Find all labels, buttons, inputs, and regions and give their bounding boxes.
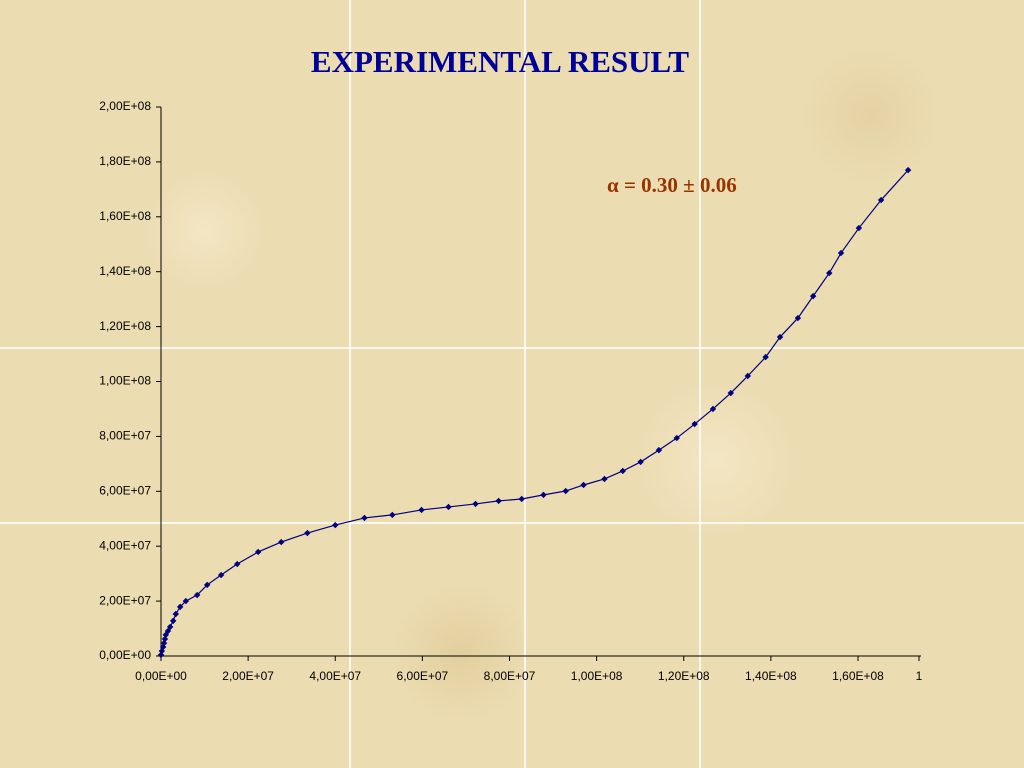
data-point bbox=[193, 591, 201, 599]
data-point bbox=[445, 503, 452, 511]
data-point bbox=[254, 548, 262, 556]
data-point bbox=[826, 269, 833, 277]
data-point bbox=[182, 597, 190, 605]
x-tick-label: 4,00E+07 bbox=[309, 669, 361, 683]
y-tick-label: 2,00E+08 bbox=[99, 99, 151, 113]
data-point bbox=[673, 434, 680, 442]
data-point bbox=[904, 166, 912, 174]
data-point bbox=[361, 514, 368, 522]
data-point bbox=[709, 405, 717, 413]
data-point bbox=[418, 506, 425, 514]
annotation: α = 0.30 ± 0.06 bbox=[607, 173, 737, 197]
data-point bbox=[172, 610, 180, 618]
data-point bbox=[762, 353, 769, 361]
data-point bbox=[304, 529, 311, 537]
x-tick-label: 0,00E+00 bbox=[135, 669, 187, 683]
y-tick-label: 1,80E+08 bbox=[99, 154, 151, 168]
y-tick-label: 1,20E+08 bbox=[99, 319, 151, 333]
y-tick-label: 2,00E+07 bbox=[99, 593, 151, 607]
data-point bbox=[472, 500, 479, 508]
data-line bbox=[160, 169, 909, 656]
data-point bbox=[837, 249, 845, 257]
data-point bbox=[157, 651, 165, 659]
data-point bbox=[161, 635, 169, 643]
y-tick-label: 8,00E+07 bbox=[99, 429, 151, 443]
x-tick-label: 1,60E+08 bbox=[832, 669, 884, 683]
data-point bbox=[495, 497, 502, 505]
data-point bbox=[794, 314, 802, 322]
x-tick-label: 1,40E+08 bbox=[745, 669, 797, 683]
x-tick-label: 1,00E+08 bbox=[571, 669, 623, 683]
data-point bbox=[332, 521, 339, 529]
y-tick-label: 4,00E+07 bbox=[99, 538, 151, 552]
data-point bbox=[176, 603, 184, 611]
y-tick-label: 1,60E+08 bbox=[99, 209, 151, 223]
chart-title: EXPERIMENTAL RESULT bbox=[311, 44, 689, 79]
data-point bbox=[601, 475, 608, 483]
data-point bbox=[637, 458, 644, 466]
data-point bbox=[518, 495, 525, 503]
data-point bbox=[234, 560, 241, 568]
data-point bbox=[217, 571, 225, 579]
data-point bbox=[562, 487, 569, 495]
data-point bbox=[744, 372, 751, 380]
data-point bbox=[855, 224, 863, 232]
data-point bbox=[655, 446, 663, 454]
data-point bbox=[580, 481, 587, 489]
data-point bbox=[203, 581, 211, 589]
x-tick-label: 1 bbox=[916, 669, 923, 683]
x-tick-label: 2,00E+07 bbox=[222, 669, 274, 683]
data-point bbox=[809, 292, 817, 300]
data-point bbox=[278, 538, 285, 546]
data-point bbox=[877, 196, 885, 204]
data-point bbox=[691, 420, 698, 428]
data-point bbox=[158, 647, 166, 655]
y-tick-label: 1,00E+08 bbox=[99, 374, 151, 388]
y-tick-label: 0,00E+00 bbox=[99, 648, 151, 662]
x-tick-label: 1,20E+08 bbox=[658, 669, 710, 683]
x-tick-label: 6,00E+07 bbox=[397, 669, 449, 683]
data-point bbox=[727, 389, 735, 397]
x-tick-label: 8,00E+07 bbox=[484, 669, 536, 683]
y-tick-label: 6,00E+07 bbox=[99, 483, 151, 497]
y-tick-label: 1,40E+08 bbox=[99, 264, 151, 278]
data-point bbox=[160, 639, 168, 647]
data-point bbox=[540, 491, 547, 499]
data-point bbox=[619, 467, 626, 475]
data-point bbox=[159, 643, 167, 651]
data-point bbox=[776, 333, 784, 341]
data-point bbox=[162, 631, 169, 639]
data-point bbox=[169, 617, 177, 625]
data-point bbox=[166, 623, 174, 631]
data-point bbox=[389, 511, 396, 519]
